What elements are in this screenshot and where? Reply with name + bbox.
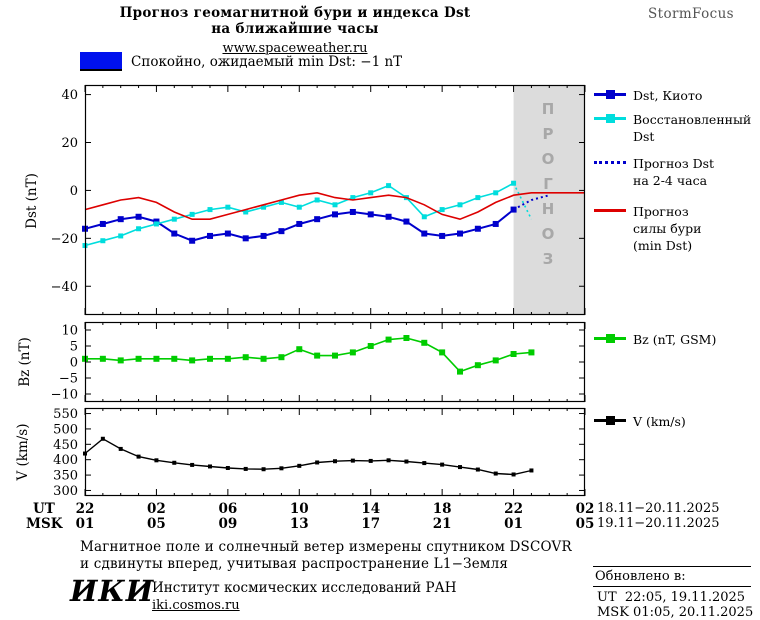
legend-item-bz: Bz (nT, GSM) <box>594 331 716 348</box>
svg-text:300: 300 <box>53 484 78 499</box>
legend-item-v: V (km/s) <box>594 413 686 430</box>
svg-text:21: 21 <box>433 516 452 532</box>
svg-text:550: 550 <box>53 407 78 422</box>
bz-line-icon <box>594 334 626 344</box>
bz-axis-label: Bz (nT) <box>17 337 33 387</box>
updated-msk: MSK 01:05, 20.11.2025 <box>597 605 754 620</box>
svg-text:01: 01 <box>76 516 95 532</box>
legend-label-dst-kyoto: Dst, Киото <box>633 88 703 103</box>
svg-text:18: 18 <box>433 501 452 517</box>
svg-text:40: 40 <box>61 88 78 103</box>
legend-item-storm-forecast: Прогноз силы бури (min Dst) <box>594 203 701 254</box>
svg-text:350: 350 <box>53 469 78 484</box>
legend-item-forecast-dst: Прогноз Dst на 2-4 часа <box>594 155 714 189</box>
svg-text:13: 13 <box>290 516 309 532</box>
svg-text:−5: −5 <box>59 372 78 387</box>
svg-text:20: 20 <box>61 136 78 151</box>
storm-forecast-line-icon <box>594 206 626 216</box>
svg-text:0: 0 <box>70 356 78 371</box>
svg-text:22: 22 <box>76 501 95 517</box>
svg-text:10: 10 <box>290 501 309 517</box>
svg-text:10: 10 <box>61 324 78 339</box>
v-line-icon <box>594 416 626 426</box>
institute-name: Институт космических исследований РАН <box>152 580 457 596</box>
iki-site-link[interactable]: iki.cosmos.ru <box>152 598 240 613</box>
svg-text:500: 500 <box>53 422 78 437</box>
svg-text:05: 05 <box>576 516 595 532</box>
dst-kyoto-line-icon <box>594 90 626 100</box>
svg-text:17: 17 <box>361 516 380 532</box>
legend-label-bz: Bz (nT, GSM) <box>633 332 717 347</box>
ut-date-range: 18.11−20.11.2025 <box>597 501 720 516</box>
svg-text:−40: −40 <box>51 280 78 295</box>
legend-label-v: V (km/s) <box>633 414 686 429</box>
ut-row-label: UT <box>33 501 55 517</box>
forecast-region-label: ПРОГНОЗ <box>539 100 557 275</box>
page-subtitle: на ближайшие часы <box>211 21 379 37</box>
svg-text:−20: −20 <box>51 232 78 247</box>
annotation-line2: и сдвинуты вперед, учитывая распростране… <box>80 556 509 572</box>
svg-text:05: 05 <box>147 516 166 532</box>
iki-logo: ИКИ <box>70 574 155 608</box>
legend-item-restored-dst: Восстановленный Dst <box>594 111 751 145</box>
dst-chart: 40 20 0 −20 −40 <box>51 84 586 316</box>
brand-text: StormFocus <box>648 6 734 22</box>
storm-level-swatch <box>80 52 122 71</box>
website-link[interactable]: www.spaceweather.ru <box>222 41 368 56</box>
storm-status-row: Спокойно, ожидаемый min Dst: −1 nT <box>80 52 402 71</box>
msk-date-range: 19.11−20.11.2025 <box>597 516 720 531</box>
restored-dst-line-icon <box>594 114 626 124</box>
v-chart: 5505004504003503002201020506091013141718… <box>53 407 594 532</box>
annotation-line1: Магнитное поле и солнечный ветер измерен… <box>80 539 572 555</box>
svg-text:02: 02 <box>147 501 166 517</box>
v-axis-label: V (km/s) <box>15 423 31 481</box>
updated-label: Обновлено в: <box>593 566 751 587</box>
msk-row-label: MSK <box>26 516 63 532</box>
legend-item-dst-kyoto: Dst, Киото <box>594 87 702 104</box>
page-title: Прогноз геомагнитной бури и индекса Dst <box>119 5 471 21</box>
forecast-dst-line-icon <box>594 158 626 168</box>
updated-ut: UT 22:05, 19.11.2025 <box>597 590 746 605</box>
svg-text:14: 14 <box>361 501 380 517</box>
svg-text:450: 450 <box>53 438 78 453</box>
svg-text:06: 06 <box>218 501 237 517</box>
svg-text:02: 02 <box>576 501 595 517</box>
svg-text:−10: −10 <box>51 388 78 403</box>
svg-text:0: 0 <box>70 184 78 199</box>
legend-label-storm-forecast: Прогноз силы бури (min Dst) <box>633 204 702 253</box>
storm-status-text: Спокойно, ожидаемый min Dst: −1 nT <box>131 53 403 70</box>
page-title-block: Прогноз геомагнитной бури и индекса Dst … <box>55 5 535 56</box>
svg-text:01: 01 <box>504 516 523 532</box>
dst-axis-label: Dst (nT) <box>24 173 40 229</box>
svg-text:5: 5 <box>70 340 78 355</box>
legend-label-forecast-dst: Прогноз Dst на 2-4 часа <box>633 156 715 188</box>
svg-text:09: 09 <box>218 516 237 532</box>
legend-label-restored-dst: Восстановленный Dst <box>633 112 752 144</box>
svg-text:400: 400 <box>53 453 78 468</box>
svg-text:22: 22 <box>504 501 523 517</box>
